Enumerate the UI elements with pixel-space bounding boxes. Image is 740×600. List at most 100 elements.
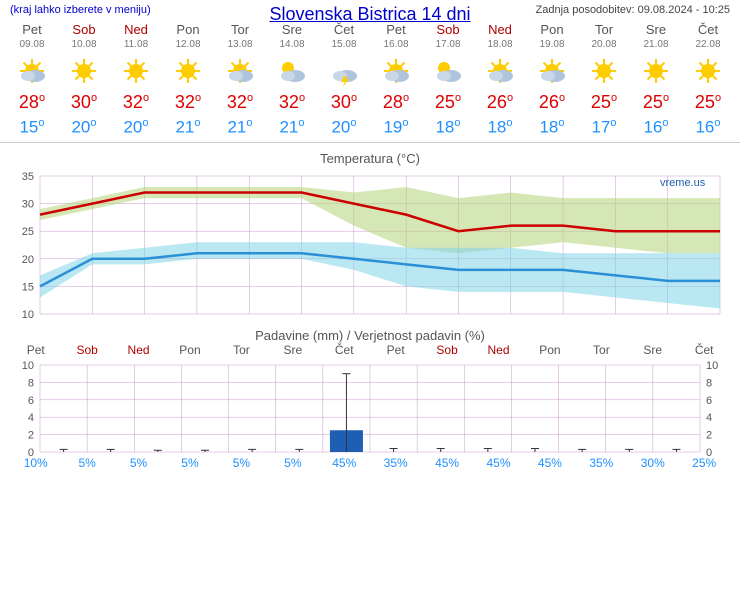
day-date: 14.08 (279, 39, 304, 50)
day-column: Sre 21.08 25o 16o (630, 22, 682, 138)
temp-low: 18o (487, 117, 512, 138)
temp-high: 26o (487, 92, 513, 113)
day-date: 22.08 (695, 39, 720, 50)
temp-low: 21o (279, 117, 304, 138)
precip-chart-title: Padavine (mm) / Verjetnost padavin (%) (0, 328, 740, 343)
svg-text:8: 8 (28, 377, 34, 389)
day-date: 19.08 (539, 39, 564, 50)
svg-text:15: 15 (22, 281, 34, 293)
temp-high: 25o (643, 92, 669, 113)
day-column: Sob 17.08 25o 18o (422, 22, 474, 138)
precip-day-label: Čet (678, 343, 729, 357)
temp-high: 30o (71, 92, 97, 113)
day-column: Ned 11.08 32o 20o (110, 22, 162, 138)
precip-pct-row: 10%5%5%5%5%5%45%35%45%45%45%35%30%25% (0, 456, 740, 470)
menu-note: (kraj lahko izberete v meniju) (10, 4, 151, 16)
precip-day-label: Tor (216, 343, 267, 357)
day-name: Čet (698, 22, 718, 37)
precip-day-label: Ned (113, 343, 164, 357)
temp-low: 18o (435, 117, 460, 138)
weather-icon (693, 56, 723, 86)
day-column: Pet 09.08 28o 15o (6, 22, 58, 138)
precip-day-label: Sre (627, 343, 678, 357)
svg-text:10: 10 (22, 361, 34, 372)
weather-icon (537, 56, 567, 86)
weather-icon (641, 56, 671, 86)
precip-pct: 5% (267, 456, 318, 470)
precip-pct: 35% (576, 456, 627, 470)
temp-high: 32o (175, 92, 201, 113)
day-date: 17.08 (435, 39, 460, 50)
temp-high: 28o (383, 92, 409, 113)
svg-text:35: 35 (22, 171, 34, 183)
day-date: 21.08 (643, 39, 668, 50)
svg-text:25: 25 (22, 226, 34, 238)
temp-low: 18o (539, 117, 564, 138)
weather-icon (381, 56, 411, 86)
day-name: Tor (595, 22, 613, 37)
svg-text:10: 10 (706, 361, 718, 372)
day-column: Tor 20.08 25o 17o (578, 22, 630, 138)
day-name: Pon (540, 22, 563, 37)
temp-chart-title: Temperatura (°C) (0, 151, 740, 166)
temp-high: 32o (227, 92, 253, 113)
weather-icon (277, 56, 307, 86)
day-date: 13.08 (227, 39, 252, 50)
day-column: Sob 10.08 30o 20o (58, 22, 110, 138)
day-date: 16.08 (383, 39, 408, 50)
page-title[interactable]: Slovenska Bistrica 14 dni (269, 4, 470, 25)
temp-low: 21o (227, 117, 252, 138)
weather-icon (589, 56, 619, 86)
svg-text:0: 0 (28, 447, 34, 456)
svg-text:vreme.us: vreme.us (660, 177, 706, 189)
precipitation-chart: 00224466881010 (10, 361, 730, 456)
temp-low: 21o (175, 117, 200, 138)
precip-day-label: Ned (473, 343, 524, 357)
temp-high: 30o (331, 92, 357, 113)
precip-day-label: Sob (61, 343, 112, 357)
day-column: Ned 18.08 26o 18o (474, 22, 526, 138)
temp-low: 16o (643, 117, 668, 138)
precip-day-label: Čet (319, 343, 370, 357)
temp-high: 25o (591, 92, 617, 113)
weather-icon (485, 56, 515, 86)
day-date: 10.08 (71, 39, 96, 50)
day-column: Sre 14.08 32o 21o (266, 22, 318, 138)
precip-pct: 10% (10, 456, 61, 470)
precip-pct: 30% (627, 456, 678, 470)
precip-day-label: Sre (267, 343, 318, 357)
svg-text:0: 0 (706, 447, 712, 456)
weather-icon (173, 56, 203, 86)
svg-text:4: 4 (28, 412, 34, 424)
temp-low: 20o (331, 117, 356, 138)
weather-icon (69, 56, 99, 86)
precip-pct: 5% (216, 456, 267, 470)
temp-low: 20o (71, 117, 96, 138)
temp-high: 32o (279, 92, 305, 113)
day-date: 11.08 (124, 39, 148, 50)
svg-text:8: 8 (706, 377, 712, 389)
precip-day-label: Pet (370, 343, 421, 357)
forecast-row: Pet 09.08 28o 15o Sob 10.08 30o 20o Ned … (0, 18, 740, 143)
precip-pct: 5% (61, 456, 112, 470)
svg-text:2: 2 (28, 429, 34, 441)
precip-pct: 5% (113, 456, 164, 470)
temp-high: 28o (19, 92, 45, 113)
day-column: Tor 13.08 32o 21o (214, 22, 266, 138)
precip-day-label: Tor (576, 343, 627, 357)
day-date: 12.08 (175, 39, 200, 50)
precip-pct: 5% (164, 456, 215, 470)
day-column: Pon 12.08 32o 21o (162, 22, 214, 138)
temperature-chart: 101520253035vreme.us (10, 170, 730, 320)
day-column: Pet 16.08 28o 19o (370, 22, 422, 138)
precip-pct: 45% (421, 456, 472, 470)
temp-low: 19o (383, 117, 408, 138)
day-column: Čet 15.08 30o 20o (318, 22, 370, 138)
updated-label: Zadnja posodobitev: 09.08.2024 - 10:25 (536, 4, 730, 16)
day-name: Pon (176, 22, 199, 37)
svg-text:6: 6 (706, 394, 712, 406)
day-date: 20.08 (591, 39, 616, 50)
day-date: 09.08 (19, 39, 44, 50)
precip-pct: 35% (370, 456, 421, 470)
temp-high: 25o (695, 92, 721, 113)
